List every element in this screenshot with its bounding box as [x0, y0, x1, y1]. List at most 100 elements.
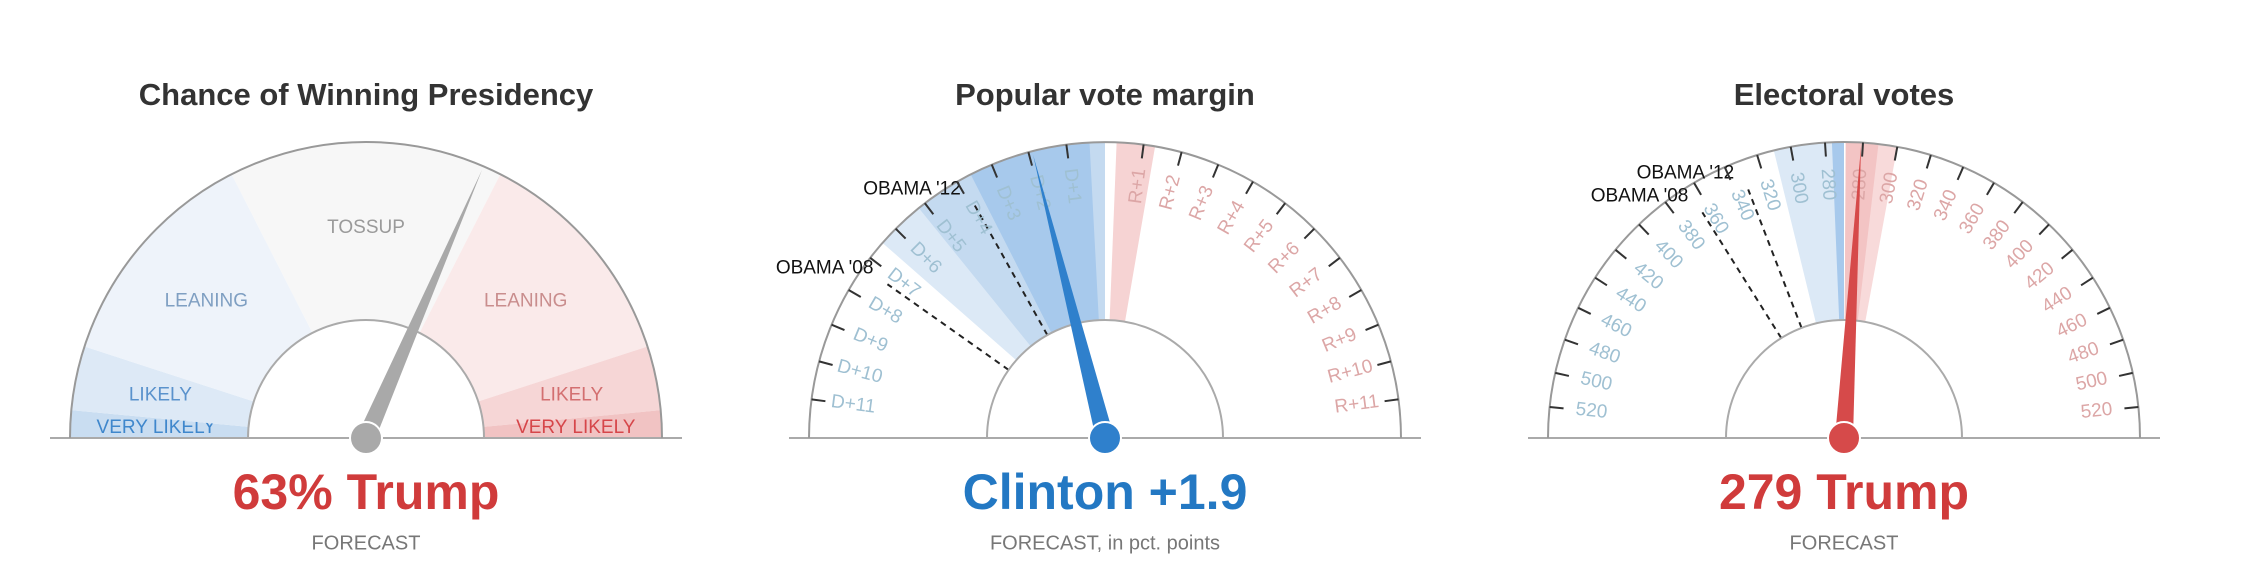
tick-mark — [1065, 144, 1070, 159]
tick-mark — [2038, 223, 2050, 236]
reference-label: OBAMA '12 — [1637, 162, 1735, 183]
tick-mark — [1275, 202, 1286, 215]
tick-mark — [1140, 144, 1145, 159]
tick-mark — [1693, 182, 1702, 196]
tick-mark — [1614, 249, 1627, 260]
tick-mark — [2061, 249, 2074, 260]
tick-mark — [894, 227, 907, 240]
needle-hub — [1827, 421, 1861, 455]
zone — [84, 174, 313, 402]
tick-mark — [1549, 405, 1564, 410]
zone — [419, 174, 648, 402]
tick-mark — [1555, 371, 1570, 377]
tick-label: R+3 — [1185, 183, 1218, 224]
tick-mark — [2109, 338, 2124, 346]
needle — [1033, 154, 1114, 441]
tick-mark — [1638, 223, 1650, 236]
note: FORECAST — [312, 532, 421, 554]
reference-line — [886, 283, 1010, 371]
zone-label: LIKELY — [540, 384, 603, 405]
needle-hub — [1088, 421, 1122, 455]
tick-mark — [2118, 371, 2133, 377]
tick-label: D+1 — [1060, 167, 1085, 205]
tick-mark — [1377, 360, 1392, 366]
tick-label: 420 — [2021, 258, 2059, 294]
tick-label: 320 — [1755, 177, 1784, 213]
needle — [357, 170, 482, 442]
tick-mark — [848, 289, 862, 298]
tick-mark — [811, 398, 826, 403]
zone-label: VERY LIKELY — [516, 417, 636, 438]
outer-arc — [1547, 141, 2141, 439]
inner-arc — [246, 319, 486, 439]
zone-label: LEANING — [484, 291, 567, 312]
tick-mark — [1348, 289, 1362, 298]
tick-mark — [2080, 276, 2094, 287]
tick-mark — [2096, 306, 2111, 315]
tick-mark — [1789, 146, 1795, 161]
tick-label: D+9 — [850, 324, 891, 357]
tick-label: R+9 — [1319, 324, 1360, 357]
tick-label: R+4 — [1214, 197, 1250, 239]
tick-mark — [831, 323, 845, 332]
tick-label: 340 — [1726, 187, 1758, 224]
tick-mark — [1925, 154, 1932, 169]
tick-label: R+1 — [1125, 167, 1150, 205]
outer-arc — [69, 141, 663, 439]
tick-label: 440 — [2038, 283, 2076, 318]
tick-label: 460 — [1597, 309, 1635, 342]
tick-mark — [869, 257, 882, 268]
reference-label: OBAMA '12 — [863, 179, 961, 200]
gauge-title: Popular vote margin — [955, 77, 1255, 112]
zone — [483, 410, 662, 438]
tick-label: 480 — [2065, 338, 2102, 368]
tick-mark — [1756, 154, 1763, 169]
gauge-title: Electoral votes — [1734, 77, 1955, 112]
reference-line — [1701, 211, 1783, 339]
tick-mark — [1664, 201, 1675, 214]
zone — [1109, 142, 1156, 322]
tick-label: 460 — [2053, 309, 2091, 342]
tick-mark — [1893, 146, 1899, 161]
zone-label: VERY LIKELY — [97, 417, 217, 438]
tick-mark — [924, 202, 935, 215]
tick-label: R+7 — [1286, 264, 1327, 302]
tick-mark — [1365, 323, 1379, 332]
tick-mark — [2013, 201, 2024, 214]
tick-mark — [990, 164, 999, 178]
tick-label: 500 — [2074, 368, 2110, 395]
tick-label: 320 — [1903, 177, 1932, 213]
tick-mark — [1027, 151, 1033, 166]
reference-label: OBAMA '08 — [776, 257, 874, 278]
tick-mark — [1986, 182, 1995, 196]
tick-label: 360 — [1699, 200, 1733, 238]
headline: Clinton +1.9 — [963, 464, 1248, 520]
tick-label: 520 — [2080, 399, 2114, 423]
note: FORECAST, in pct. points — [990, 532, 1220, 554]
zone — [1831, 142, 1844, 321]
tick-mark — [818, 360, 833, 366]
reference-line — [973, 205, 1049, 336]
tick-mark — [1723, 166, 1732, 181]
tick-mark — [1824, 142, 1827, 157]
tick-mark — [1594, 276, 1608, 287]
tick-label: 420 — [1629, 258, 1667, 294]
needle — [1835, 146, 1862, 439]
inner-arc — [985, 319, 1225, 439]
headline: 63% Trump — [233, 464, 500, 520]
tick-label: R+10 — [1325, 356, 1375, 388]
tick-mark — [1211, 164, 1220, 178]
tick-mark — [2124, 405, 2139, 410]
tick-label: D+11 — [830, 391, 877, 418]
tick-label: 340 — [1930, 187, 1962, 224]
tick-label: 520 — [1575, 399, 1609, 423]
tick-mark — [1861, 142, 1864, 157]
tick-mark — [1384, 398, 1399, 403]
gauge-title: Chance of Winning Presidency — [139, 77, 594, 112]
outer-arc — [808, 141, 1402, 439]
tick-label: 300 — [1876, 171, 1902, 206]
tick-label: R+8 — [1304, 293, 1345, 329]
tick-mark — [1245, 181, 1254, 195]
tick-label: R+11 — [1333, 391, 1380, 418]
